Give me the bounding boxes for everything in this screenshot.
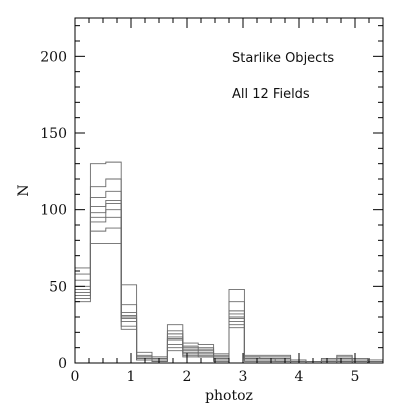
y-tick-label: 50 (49, 279, 67, 295)
y-tick-labels: 0 50 100 150 200 (40, 49, 67, 372)
axis-ticks (74, 18, 384, 364)
annotation-object-type: Starlike Objects (232, 51, 334, 66)
x-tick-label: 5 (351, 369, 360, 385)
x-tick-labels: 0 1 2 3 4 5 (71, 369, 360, 385)
x-tick-label: 4 (295, 369, 304, 385)
histogram-bars (74, 161, 384, 364)
annotation-field-count: All 12 Fields (232, 87, 310, 102)
x-tick-label: 1 (127, 369, 136, 385)
y-tick-label: 100 (40, 203, 67, 219)
x-tick-label: 3 (239, 369, 248, 385)
x-axis-label: photoz (205, 388, 253, 404)
y-axis-label: N (16, 184, 32, 196)
x-tick-label: 0 (71, 369, 80, 385)
y-tick-label: 200 (40, 49, 67, 65)
plot-frame (74, 17, 384, 364)
y-tick-label: 150 (40, 126, 67, 142)
y-tick-label: 0 (58, 356, 67, 372)
x-tick-label: 2 (183, 369, 192, 385)
